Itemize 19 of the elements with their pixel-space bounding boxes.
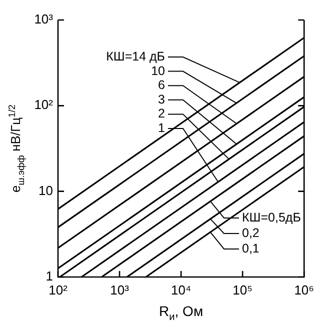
y-tick-label: 10² [34,97,54,112]
y-axis-title: eш.эфф нВ/Гц1/2 [6,104,26,193]
annotation: 3 [158,92,166,106]
annotation: КШ=14 дБ [106,49,165,64]
annotation: 0,1 [242,241,260,256]
y-tick-label: 10³ [34,12,54,27]
annotation: 6 [158,78,166,92]
y-tick-label: 1 [46,268,53,284]
annotation: КШ=0,5дБ [242,210,301,224]
annotation: 0,2 [242,226,260,240]
x-tick-label: 10² [48,282,68,298]
x-tick-label: 10³ [110,282,130,298]
x-tick-label: 10⁶ [294,282,314,298]
annotation: 2 [158,106,166,121]
annotation: 1 [158,120,166,135]
y-tick-label: 10 [38,182,53,198]
annotation: 10 [151,64,166,78]
x-tick-label: 10⁵ [232,282,252,298]
x-tick-label: 10⁴ [171,282,192,298]
